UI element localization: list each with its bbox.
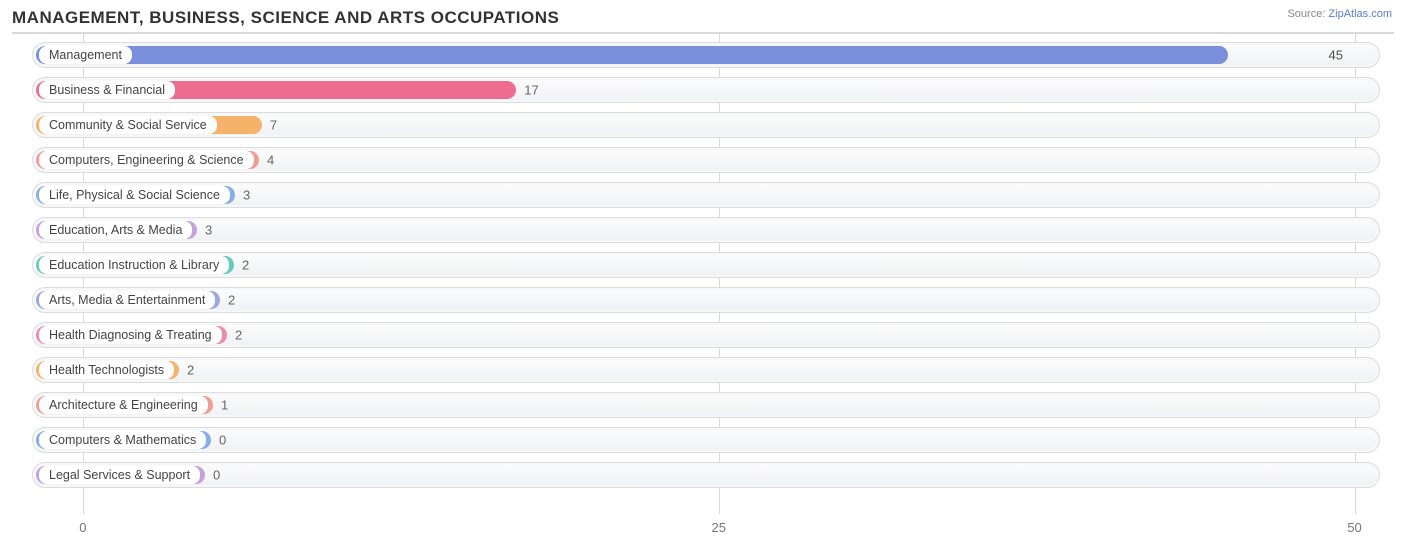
bar-row: Business & Financial 17 — [12, 75, 1394, 105]
bar-track: Life, Physical & Social Science 3 — [32, 182, 1380, 208]
bar-track: Business & Financial 17 — [32, 77, 1380, 103]
x-tick: 50 — [1347, 520, 1361, 535]
bar-value: 45 — [1329, 48, 1343, 63]
bar-value: 2 — [228, 293, 235, 308]
x-tick: 25 — [711, 520, 725, 535]
bar-row: Community & Social Service 7 — [12, 110, 1394, 140]
bar-row: Life, Physical & Social Science 3 — [12, 180, 1394, 210]
bar-track: Management 45 — [32, 42, 1380, 68]
bar: Education, Arts & Media — [36, 221, 197, 239]
bar-value: 17 — [524, 83, 538, 98]
bar-value: 1 — [221, 398, 228, 413]
bar: Life, Physical & Social Science — [36, 186, 235, 204]
bar-label: Health Diagnosing & Treating — [39, 326, 222, 344]
bar: Computers & Mathematics — [36, 431, 211, 449]
bar-track: Arts, Media & Entertainment 2 — [32, 287, 1380, 313]
bar-track: Legal Services & Support 0 — [32, 462, 1380, 488]
bar-track: Health Technologists 2 — [32, 357, 1380, 383]
bar-label: Community & Social Service — [39, 116, 217, 134]
source-prefix: Source: — [1287, 8, 1328, 20]
bar-label: Legal Services & Support — [39, 466, 200, 484]
bar: Architecture & Engineering — [36, 396, 213, 414]
source-attribution: Source: ZipAtlas.com — [1287, 8, 1392, 20]
bar-track: Architecture & Engineering 1 — [32, 392, 1380, 418]
bar: Education Instruction & Library — [36, 256, 234, 274]
bar-row: Management 45 — [12, 40, 1394, 70]
bar: Community & Social Service — [36, 116, 262, 134]
chart-title: MANAGEMENT, BUSINESS, SCIENCE AND ARTS O… — [12, 8, 1394, 28]
bar-value: 0 — [213, 468, 220, 483]
bar-value: 2 — [242, 258, 249, 273]
bar-row: Architecture & Engineering 1 — [12, 390, 1394, 420]
bar-row: Arts, Media & Entertainment 2 — [12, 285, 1394, 315]
bar-row: Education, Arts & Media 3 — [12, 215, 1394, 245]
chart-container: MANAGEMENT, BUSINESS, SCIENCE AND ARTS O… — [0, 0, 1406, 558]
bar-label: Architecture & Engineering — [39, 396, 208, 414]
bar: Management — [36, 46, 1228, 64]
bar: Arts, Media & Entertainment — [36, 291, 220, 309]
bar-label: Arts, Media & Entertainment — [39, 291, 215, 309]
bar-label: Education, Arts & Media — [39, 221, 192, 239]
bar-row: Health Diagnosing & Treating 2 — [12, 320, 1394, 350]
bar-label: Computers & Mathematics — [39, 431, 206, 449]
bar-value: 2 — [235, 328, 242, 343]
bar-track: Computers & Mathematics 0 — [32, 427, 1380, 453]
bar-label: Computers, Engineering & Science — [39, 151, 254, 169]
bar-row: Education Instruction & Library 2 — [12, 250, 1394, 280]
bar-track: Community & Social Service 7 — [32, 112, 1380, 138]
bar-value: 7 — [270, 118, 277, 133]
x-tick: 0 — [79, 520, 86, 535]
bar-row: Health Technologists 2 — [12, 355, 1394, 385]
bar: Health Technologists — [36, 361, 179, 379]
bar-value: 3 — [243, 188, 250, 203]
bar-track: Health Diagnosing & Treating 2 — [32, 322, 1380, 348]
bar-value: 0 — [219, 433, 226, 448]
bar-row: Legal Services & Support 0 — [12, 460, 1394, 490]
bar: Computers, Engineering & Science — [36, 151, 259, 169]
bars-group: Management45Business & Financial17Commun… — [12, 40, 1394, 514]
source-link[interactable]: ZipAtlas.com — [1328, 8, 1392, 20]
bar-value: 3 — [205, 223, 212, 238]
bar-value: 2 — [187, 363, 194, 378]
bar-label: Health Technologists — [39, 361, 174, 379]
bar: Health Diagnosing & Treating — [36, 326, 227, 344]
bar-track: Education Instruction & Library 2 — [32, 252, 1380, 278]
bar-label: Business & Financial — [39, 81, 175, 99]
bar: Legal Services & Support — [36, 466, 205, 484]
bar-track: Computers, Engineering & Science 4 — [32, 147, 1380, 173]
bar-row: Computers & Mathematics 0 — [12, 425, 1394, 455]
bar-value: 4 — [267, 153, 274, 168]
bar-label: Life, Physical & Social Science — [39, 186, 230, 204]
bar-label: Management — [39, 46, 132, 64]
bar-row: Computers, Engineering & Science 4 — [12, 145, 1394, 175]
x-axis: 0 25 50 — [12, 516, 1394, 542]
bar-label: Education Instruction & Library — [39, 256, 229, 274]
plot-area: Management45Business & Financial17Commun… — [12, 32, 1394, 542]
bar-track: Education, Arts & Media 3 — [32, 217, 1380, 243]
bar: Business & Financial — [36, 81, 516, 99]
